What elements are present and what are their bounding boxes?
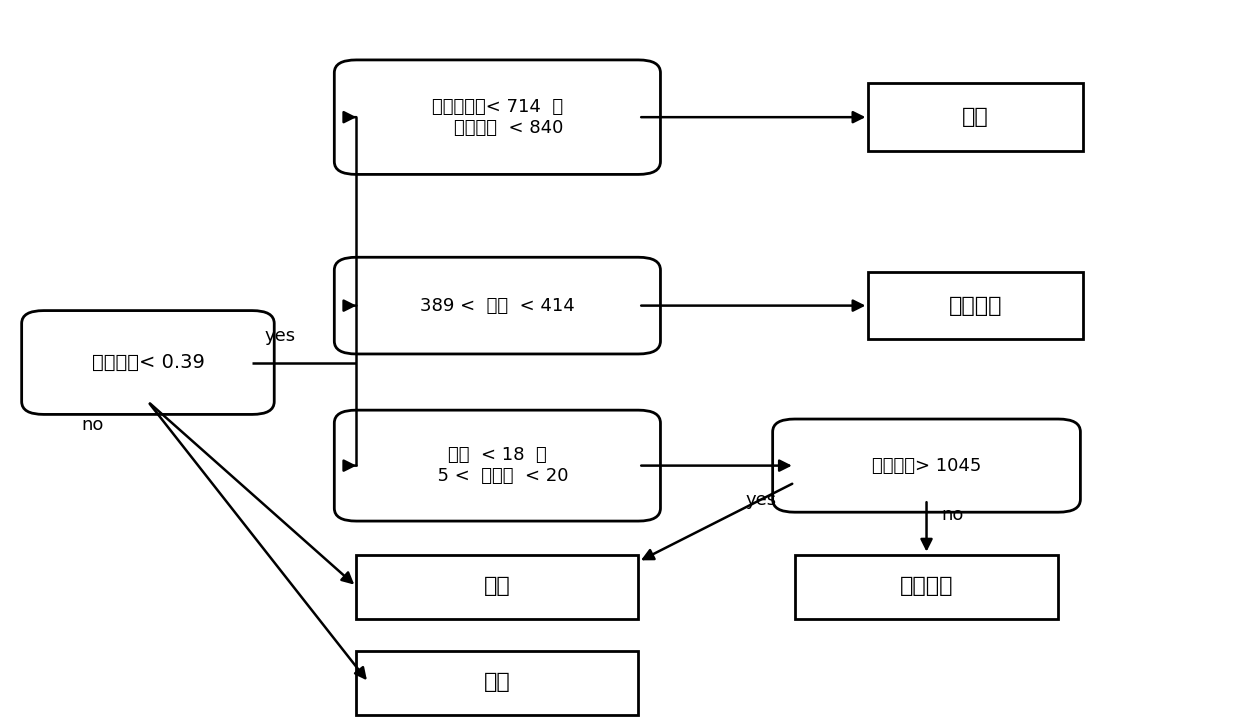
FancyBboxPatch shape bbox=[868, 83, 1083, 151]
Text: 其他地物: 其他地物 bbox=[900, 576, 954, 597]
Text: 山体阴影: 山体阴影 bbox=[949, 296, 1002, 315]
FancyBboxPatch shape bbox=[21, 310, 274, 415]
Text: yes: yes bbox=[745, 491, 776, 508]
Text: yes: yes bbox=[264, 327, 295, 344]
Text: 红外波段值< 714  且
    表明高度  < 840: 红外波段值< 714 且 表明高度 < 840 bbox=[432, 98, 563, 136]
FancyBboxPatch shape bbox=[868, 272, 1083, 339]
FancyBboxPatch shape bbox=[795, 555, 1058, 618]
Text: 水体: 水体 bbox=[962, 107, 990, 127]
Text: no: no bbox=[82, 416, 104, 434]
Text: no: no bbox=[941, 507, 963, 524]
FancyBboxPatch shape bbox=[335, 257, 661, 354]
Text: 表明高度> 1045: 表明高度> 1045 bbox=[872, 457, 981, 475]
FancyBboxPatch shape bbox=[335, 60, 661, 175]
Text: 坡度  < 18  且
  5 <  长宽比  < 20: 坡度 < 18 且 5 < 长宽比 < 20 bbox=[427, 446, 569, 485]
FancyBboxPatch shape bbox=[335, 410, 661, 521]
FancyBboxPatch shape bbox=[356, 650, 639, 715]
Text: 植物: 植物 bbox=[484, 673, 511, 692]
Text: 植被指数< 0.39: 植被指数< 0.39 bbox=[92, 353, 205, 372]
FancyBboxPatch shape bbox=[773, 419, 1080, 512]
Text: 389 <  亮度  < 414: 389 < 亮度 < 414 bbox=[420, 297, 575, 315]
Text: 滑坡: 滑坡 bbox=[484, 576, 511, 597]
FancyBboxPatch shape bbox=[356, 555, 639, 618]
